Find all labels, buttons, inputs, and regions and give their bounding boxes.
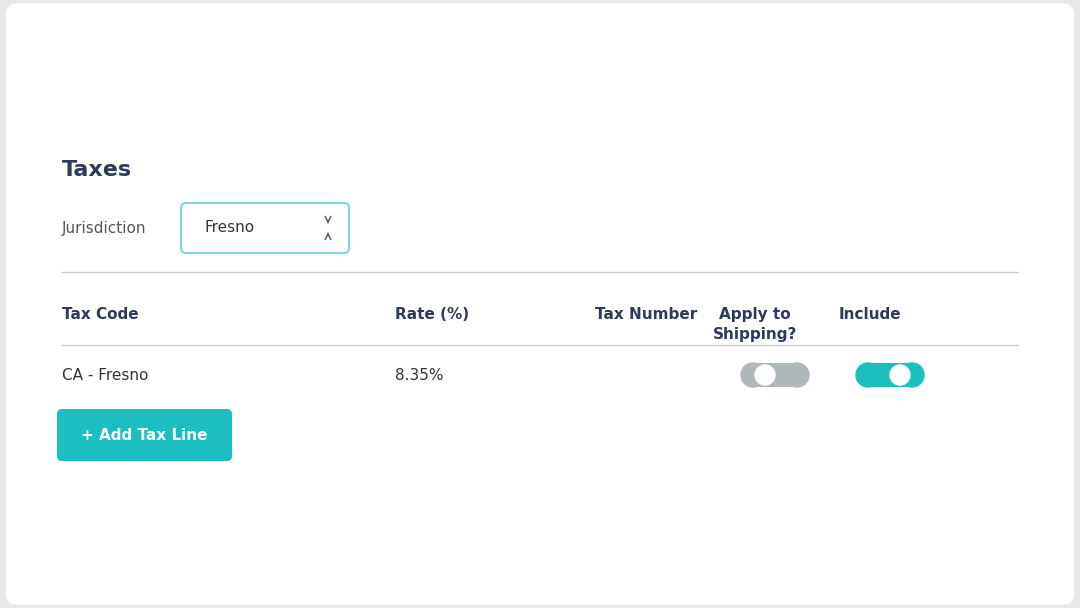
Text: Jurisdiction: Jurisdiction xyxy=(62,221,147,235)
Text: Include: Include xyxy=(839,307,902,322)
Circle shape xyxy=(755,365,775,385)
Text: Taxes: Taxes xyxy=(62,160,132,180)
Text: Tax Number: Tax Number xyxy=(595,307,698,322)
Circle shape xyxy=(890,365,910,385)
FancyBboxPatch shape xyxy=(868,363,912,387)
FancyBboxPatch shape xyxy=(753,363,797,387)
Text: ⬡: ⬡ xyxy=(327,227,328,229)
FancyBboxPatch shape xyxy=(181,203,349,253)
Circle shape xyxy=(785,363,809,387)
Text: CA - Fresno: CA - Fresno xyxy=(62,367,148,382)
FancyBboxPatch shape xyxy=(57,409,232,461)
Text: Fresno: Fresno xyxy=(204,221,254,235)
Text: Rate (%): Rate (%) xyxy=(395,307,469,322)
Text: 8.35%: 8.35% xyxy=(395,367,444,382)
Circle shape xyxy=(856,363,880,387)
Text: Apply to
Shipping?: Apply to Shipping? xyxy=(713,307,797,342)
Circle shape xyxy=(900,363,924,387)
Circle shape xyxy=(741,363,765,387)
Text: Tax Code: Tax Code xyxy=(62,307,138,322)
FancyBboxPatch shape xyxy=(6,3,1074,605)
Text: + Add Tax Line: + Add Tax Line xyxy=(81,427,207,443)
